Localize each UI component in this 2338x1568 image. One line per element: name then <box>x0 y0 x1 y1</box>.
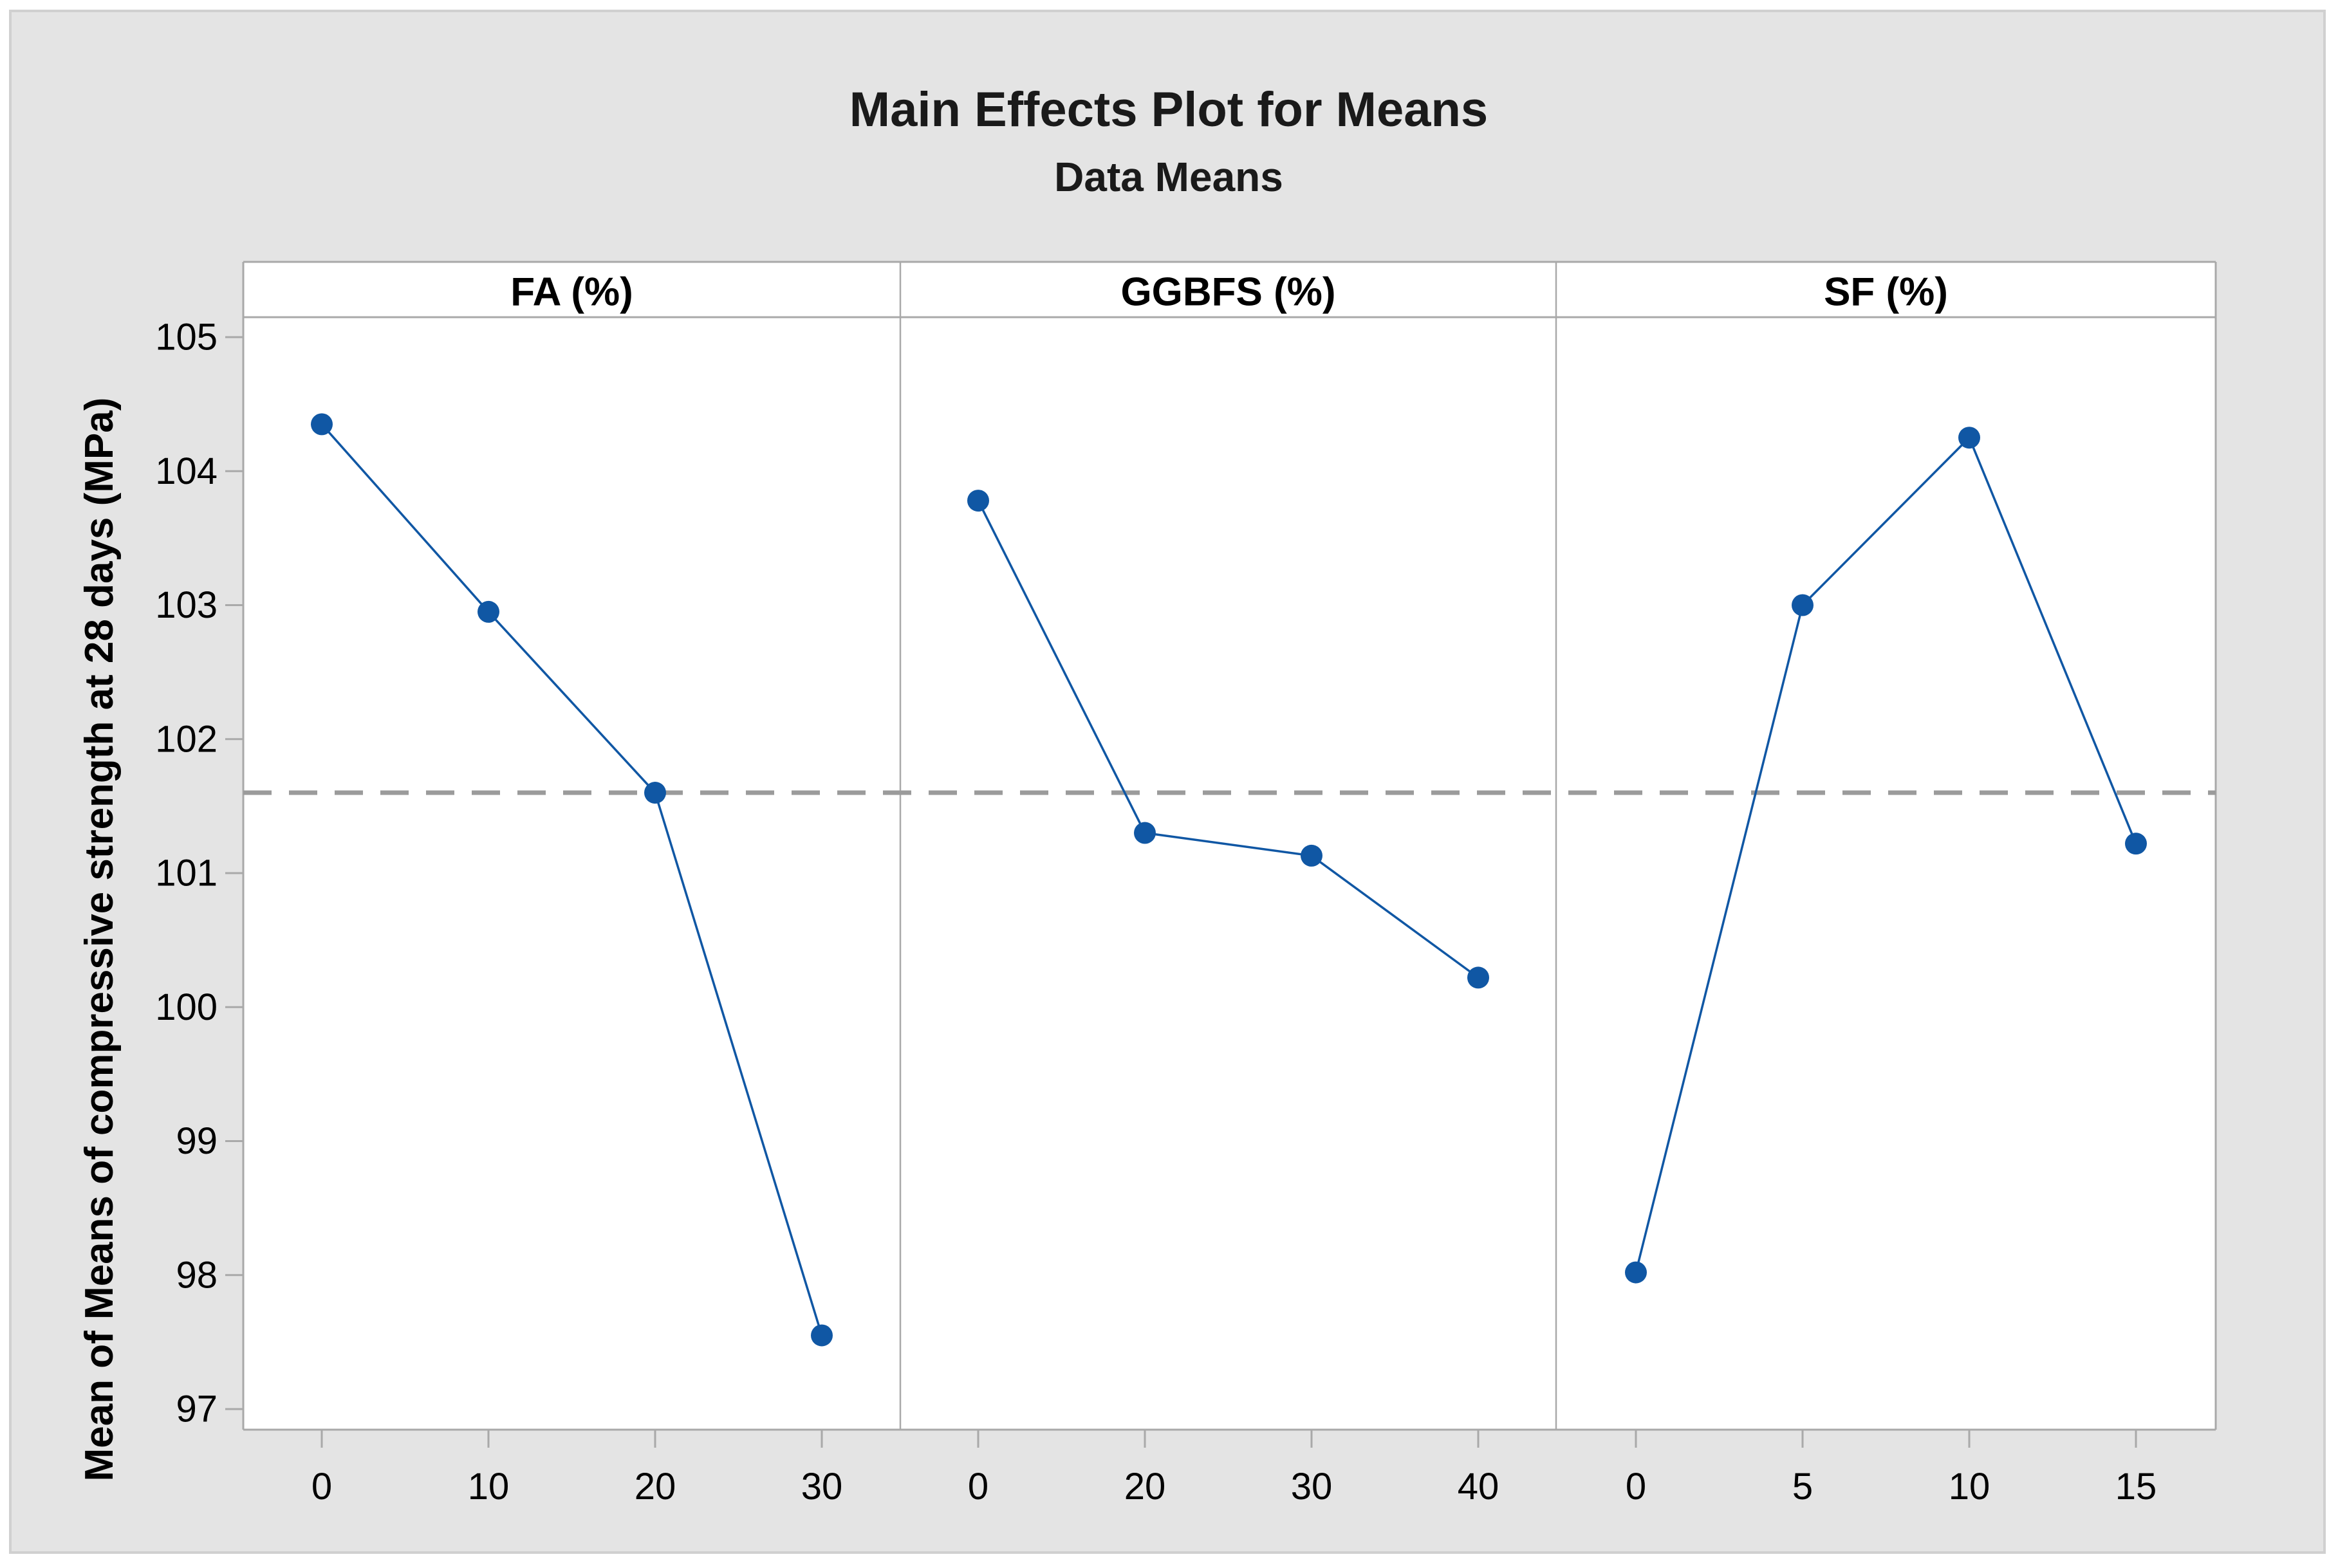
y-tick-label: 103 <box>155 584 218 626</box>
data-point <box>644 782 666 804</box>
data-point <box>1958 427 1980 449</box>
x-tick-label: 10 <box>468 1466 510 1508</box>
chart-subtitle: Data Means <box>1054 154 1283 200</box>
data-point <box>1301 844 1322 867</box>
panel-header: SF (%) <box>1824 270 1948 315</box>
x-tick-label: 20 <box>1124 1466 1166 1508</box>
panel-header: FA (%) <box>510 270 633 315</box>
y-tick-label: 105 <box>155 317 218 358</box>
x-tick-label: 15 <box>2115 1466 2157 1508</box>
panel-header-band <box>243 262 2216 317</box>
y-tick-label: 98 <box>176 1254 218 1296</box>
data-point <box>1625 1261 1647 1284</box>
data-point <box>1134 822 1156 844</box>
x-tick-label: 5 <box>1792 1466 1813 1508</box>
series-line <box>320 423 823 1336</box>
y-tick-label: 101 <box>155 853 218 894</box>
data-point <box>967 490 989 512</box>
chart-title: Main Effects Plot for Means <box>849 82 1489 137</box>
y-tick-label: 100 <box>155 986 218 1028</box>
x-tick-label: 40 <box>1458 1466 1499 1508</box>
data-point <box>311 413 333 436</box>
y-tick-label: 102 <box>155 718 218 760</box>
x-tick-label: 30 <box>801 1466 843 1508</box>
data-point <box>478 600 499 623</box>
y-tick-label: 104 <box>155 450 218 492</box>
x-tick-label: 0 <box>311 1466 332 1508</box>
y-tick-label: 97 <box>176 1388 218 1430</box>
y-tick-label: 99 <box>176 1120 218 1162</box>
plot-background <box>243 317 2216 1430</box>
data-point <box>1467 966 1489 989</box>
panel-header: GGBFS (%) <box>1120 270 1335 315</box>
x-tick-label: 30 <box>1291 1466 1333 1508</box>
x-tick-label: 0 <box>1626 1466 1646 1508</box>
x-tick-label: 10 <box>1949 1466 1990 1508</box>
x-tick-label: 0 <box>968 1466 988 1508</box>
series-line <box>977 500 1480 979</box>
data-point <box>1792 594 1814 616</box>
data-point <box>811 1324 833 1347</box>
series-line <box>1635 436 2137 1273</box>
x-tick-label: 20 <box>635 1466 676 1508</box>
data-point <box>2125 833 2147 855</box>
